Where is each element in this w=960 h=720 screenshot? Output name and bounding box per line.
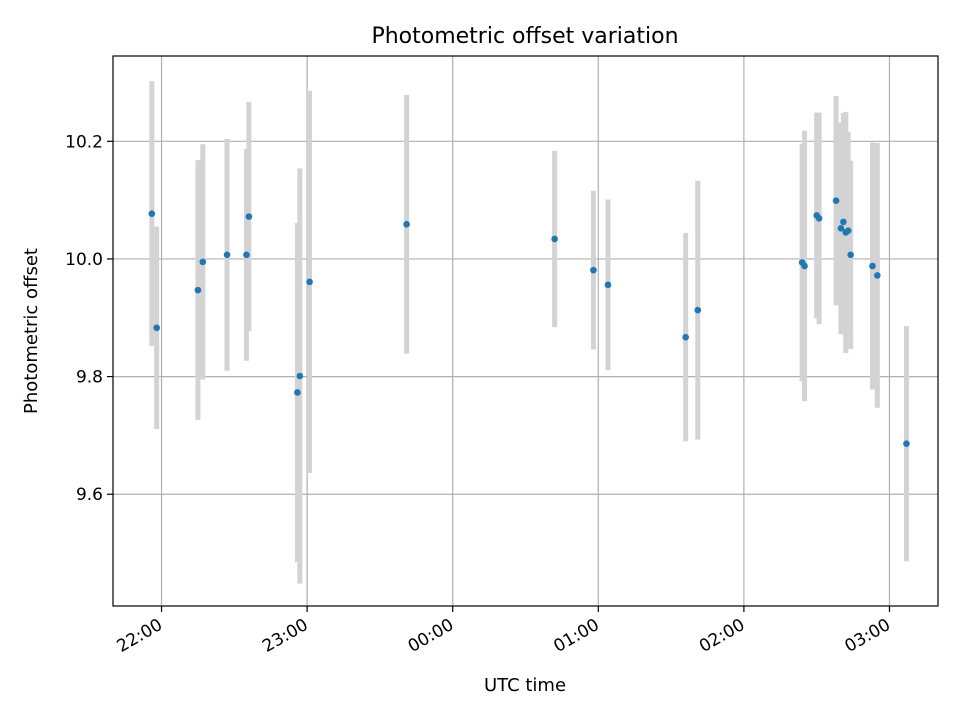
data-point xyxy=(604,281,612,289)
data-point xyxy=(815,215,823,222)
data-point xyxy=(840,218,847,226)
data-point xyxy=(847,251,854,259)
data-point xyxy=(844,227,852,235)
plot-frame xyxy=(112,55,939,607)
chart-title: Photometric offset variation xyxy=(371,24,678,49)
data-point xyxy=(148,210,156,217)
data-point xyxy=(874,272,881,279)
data-point xyxy=(243,251,250,259)
data-point xyxy=(903,440,910,447)
y-axis-ticks: 9.6 9.8 10.0 10.2 xyxy=(65,132,113,505)
data-point xyxy=(245,213,253,220)
data-point xyxy=(296,372,304,380)
data-point xyxy=(694,306,702,314)
x-axis-label: UTC time xyxy=(484,675,566,696)
data-point xyxy=(306,278,313,286)
y-tick-label: 9.8 xyxy=(76,368,103,388)
y-tick-label: 10.0 xyxy=(65,250,103,270)
y-axis-label: Photometric offset xyxy=(21,248,42,414)
y-tick-label: 10.2 xyxy=(65,132,103,152)
data-point xyxy=(832,197,840,205)
data-point xyxy=(223,251,231,259)
data-point xyxy=(837,225,845,232)
data-points xyxy=(148,197,910,447)
data-point xyxy=(801,262,808,270)
data-point xyxy=(590,266,597,274)
data-point xyxy=(869,262,876,270)
data-point xyxy=(294,389,301,396)
data-point xyxy=(153,324,160,332)
data-point xyxy=(551,235,558,243)
data-point xyxy=(682,333,689,341)
data-point xyxy=(403,220,410,228)
y-tick-label: 9.6 xyxy=(76,485,103,505)
data-point xyxy=(194,286,202,294)
data-point xyxy=(199,258,207,266)
